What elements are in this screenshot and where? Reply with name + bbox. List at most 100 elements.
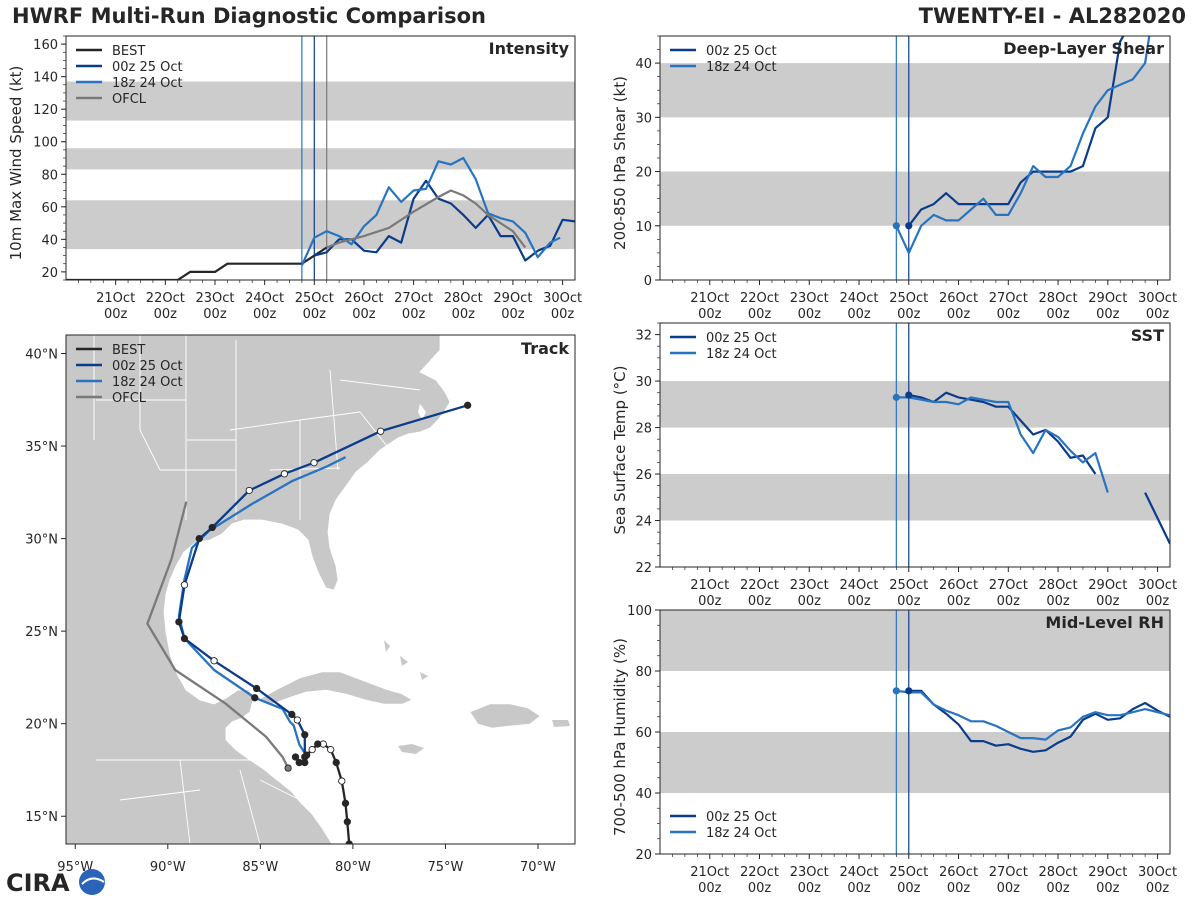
- sst-xtick-day-5: 26Oct: [939, 578, 978, 593]
- rh-ytick-label-4: 100: [627, 604, 652, 619]
- rh-xtick-hour-1: 00z: [748, 881, 772, 896]
- shear-legend-label-1: 18z 24 Oct: [706, 60, 777, 75]
- track-ytick-label-2: 25°N: [25, 625, 58, 640]
- north-america-land: [66, 335, 451, 844]
- intensity-xtick-day-8: 29Oct: [493, 291, 532, 306]
- shear-xtick-day-8: 29Oct: [1088, 291, 1127, 306]
- hispaniola-land: [469, 703, 541, 729]
- track-point-run_00z: [210, 657, 218, 665]
- intensity-ytick-label-4: 100: [33, 136, 58, 151]
- track-point-best: [295, 758, 303, 767]
- track-legend-label-1: 00z 25 Oct: [112, 359, 183, 374]
- shear-xtick-hour-8: 00z: [1096, 307, 1120, 322]
- shear-ytick-label-0: 0: [644, 274, 652, 289]
- shear-series-0: [907, 36, 1125, 227]
- track-ytick-label-0: 15°N: [25, 810, 58, 825]
- track-point-run_00z: [463, 401, 472, 409]
- intensity-ytick-label-0: 20: [41, 266, 58, 281]
- track-panel: 95°W 90°W 85°W 80°W 75°W 70°W 15°N 20°N 25°N 30°N…: [25, 334, 576, 875]
- track-point-run_00z: [301, 731, 309, 739]
- sst-xtick-hour-3: 00z: [847, 594, 871, 609]
- main-title: HWRF Multi-Run Diagnostic Comparison: [12, 4, 487, 28]
- intensity-legend-label-0: BEST: [112, 44, 145, 59]
- rh-ytick-label-1: 40: [635, 787, 652, 802]
- intensity-xtick-hour-8: 00z: [501, 307, 525, 322]
- sst-marker-0: [892, 393, 900, 401]
- shear-legend-label-0: 00z 25 Oct: [706, 44, 777, 59]
- sst-panel: 22242628303221Oct00z22Oct00z23Oct00z24Oc…: [611, 322, 1177, 609]
- shear-xtick-hour-6: 00z: [997, 307, 1021, 322]
- track-point-best: [291, 753, 300, 761]
- track-point-run_00z: [310, 459, 318, 467]
- jamaica-land: [398, 744, 424, 754]
- sst-marker-1: [905, 391, 913, 399]
- shear-ytick-label-4: 40: [635, 57, 652, 72]
- sst-series-2: [1144, 492, 1170, 545]
- shear-xtick-hour-7: 00z: [1046, 307, 1070, 322]
- rh-xtick-day-4: 25Oct: [889, 865, 928, 880]
- shear-xtick-day-4: 25Oct: [889, 291, 928, 306]
- rh-xtick-day-9: 30Oct: [1138, 865, 1177, 880]
- shear-ytick-label-2: 20: [635, 166, 652, 181]
- rh-xtick-hour-7: 00z: [1046, 881, 1070, 896]
- intensity-ytick-label-5: 120: [33, 103, 58, 118]
- shear-xtick-day-1: 22Oct: [740, 291, 779, 306]
- shear-xtick-hour-5: 00z: [947, 307, 971, 322]
- shear-xtick-hour-3: 00z: [847, 307, 871, 322]
- intensity-xtick-day-9: 30Oct: [543, 291, 582, 306]
- rh-xtick-day-6: 27Oct: [989, 865, 1028, 880]
- intensity-ylabel: 10m Max Wind Speed (kt): [7, 66, 25, 261]
- shear-xtick-hour-0: 00z: [698, 307, 722, 322]
- track-point-best: [314, 740, 322, 748]
- intensity-band-1: [66, 148, 575, 170]
- track-xtick-label-4: 75°W: [427, 860, 463, 875]
- track-point-best: [327, 745, 335, 754]
- intensity-xtick-hour-0: 00z: [104, 307, 128, 322]
- rh-xtick-hour-9: 00z: [1146, 881, 1170, 896]
- sst-xtick-hour-9: 00z: [1146, 594, 1170, 609]
- sst-xtick-day-0: 21Oct: [690, 578, 729, 593]
- logo-text: CIRA: [6, 869, 70, 897]
- rh-xtick-hour-5: 00z: [947, 881, 971, 896]
- sst-frame: [659, 322, 1171, 568]
- track-point-best: [332, 758, 340, 767]
- shear-xtick-hour-1: 00z: [748, 307, 772, 322]
- shear-xtick-hour-9: 00z: [1146, 307, 1170, 322]
- intensity-legend-label-3: OFCL: [112, 92, 147, 107]
- intensity-plot-area: [66, 36, 575, 280]
- track-legend-label-0: BEST: [112, 343, 145, 358]
- chesapeake: [418, 404, 426, 420]
- sst-xtick-hour-8: 00z: [1096, 594, 1120, 609]
- intensity-band-2: [66, 81, 575, 121]
- shear-title: Deep-Layer Shear: [1003, 39, 1164, 58]
- intensity-ytick-label-7: 160: [33, 38, 58, 53]
- track-point-run_00z: [293, 716, 302, 724]
- rh-xtick-day-0: 21Oct: [690, 865, 729, 880]
- sst-ylabel: Sea Surface Temp (°C): [611, 365, 629, 534]
- storm-id-title: TWENTY-EI - AL282020: [918, 4, 1186, 28]
- sst-band-0: [660, 474, 1170, 521]
- track-ytick-label-1: 20°N: [25, 718, 58, 733]
- track-title: Track: [521, 339, 569, 358]
- track-point-run_00z: [288, 710, 296, 719]
- sst-xtick-day-8: 29Oct: [1088, 578, 1127, 593]
- rh-xtick-day-1: 22Oct: [740, 865, 779, 880]
- intensity-ytick-label-6: 140: [33, 71, 58, 86]
- state-borders: [93, 335, 421, 844]
- intensity-xtick-day-2: 23Oct: [195, 291, 234, 306]
- intensity-xtick-day-5: 26Oct: [344, 291, 383, 306]
- sst-ytick-label-1: 24: [635, 515, 652, 530]
- track-point-run_18z: [251, 694, 259, 702]
- sst-plot-area: [660, 323, 1170, 567]
- rh-xtick-hour-4: 00z: [897, 881, 921, 896]
- rh-plot-area: [660, 610, 1170, 854]
- intensity-xtick-day-1: 22Oct: [146, 291, 185, 306]
- track-legend-label-2: 18z 24 Oct: [112, 375, 183, 390]
- sst-series-0: [908, 391, 1097, 475]
- rh-xtick-day-5: 26Oct: [939, 865, 978, 880]
- track-point-run_00z: [252, 684, 261, 693]
- rh-xtick-day-8: 29Oct: [1088, 865, 1127, 880]
- rh-ytick-label-3: 80: [635, 665, 652, 680]
- track-basemap: [66, 335, 575, 844]
